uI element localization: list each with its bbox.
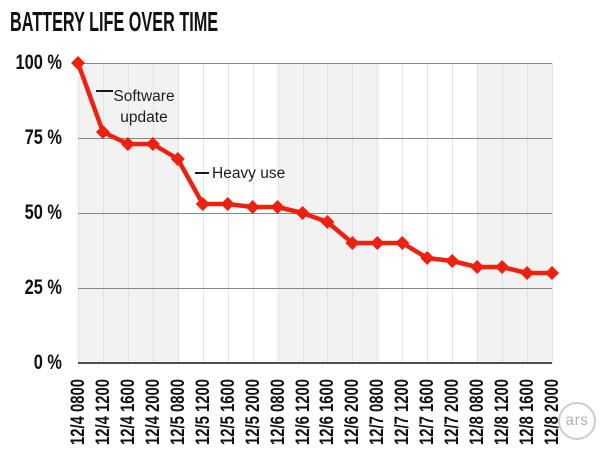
x-tick-label: 12/7 2000 <box>442 379 464 445</box>
x-tick-label: 12/4 1600 <box>117 379 139 445</box>
data-point-marker <box>220 197 235 211</box>
data-point-marker <box>71 56 85 70</box>
data-point-marker <box>545 266 559 280</box>
horizontal-gridline <box>78 63 552 64</box>
horizontal-gridline <box>78 138 552 139</box>
x-tick-label: 12/7 0800 <box>367 379 389 445</box>
x-tick-label: 12/4 2000 <box>142 379 164 445</box>
data-point-marker <box>270 200 285 214</box>
y-tick-label: 100 % <box>15 51 63 74</box>
horizontal-gridline <box>78 288 552 289</box>
x-axis-line <box>78 362 552 364</box>
annotation-line: update <box>120 109 168 126</box>
x-tick-label: 12/4 1200 <box>92 379 114 445</box>
horizontal-gridline <box>78 213 552 214</box>
data-point-marker <box>320 215 335 229</box>
data-point-marker <box>120 137 135 151</box>
ars-technica-logo: ars <box>558 402 596 440</box>
data-point-marker <box>420 251 435 265</box>
data-point-marker <box>445 254 460 268</box>
data-point-marker <box>245 200 260 214</box>
x-tick-label: 12/8 1200 <box>492 379 514 445</box>
x-tick-label: 12/6 1600 <box>317 379 339 445</box>
y-tick-label: 50 % <box>24 201 63 224</box>
x-tick-label: 12/5 2000 <box>242 379 264 445</box>
y-tick-label: 0 % <box>33 351 62 374</box>
annotation-software-update: Software update <box>108 86 180 128</box>
x-tick-label: 12/7 1200 <box>392 379 414 445</box>
vertical-gridline <box>552 63 553 363</box>
x-tick-label: 12/4 0800 <box>68 379 89 445</box>
data-point-marker <box>295 206 310 220</box>
x-tick-label: 12/6 0800 <box>267 379 289 445</box>
x-tick-label: 12/8 1600 <box>517 379 539 445</box>
data-point-marker <box>345 236 360 250</box>
data-point-marker <box>195 197 210 211</box>
x-tick-label: 12/5 1200 <box>192 379 214 445</box>
data-point-marker <box>495 260 510 274</box>
annotation-heavy-use: Heavy use <box>212 165 286 182</box>
software-update-pointer-line <box>96 90 113 92</box>
data-point-marker <box>370 236 385 250</box>
y-tick-label: 75 % <box>24 126 63 149</box>
x-tick-label: 12/7 1600 <box>417 379 439 445</box>
heavy-use-pointer-line <box>195 172 209 174</box>
plot-area <box>71 56 559 364</box>
x-tick-label: 12/5 1600 <box>217 379 239 445</box>
data-point-marker <box>395 236 410 250</box>
ars-logo-text: ars <box>565 412 589 429</box>
y-tick-label: 25 % <box>24 276 63 299</box>
data-point-marker <box>145 137 160 151</box>
x-tick-label: 12/8 0800 <box>467 379 489 445</box>
annotation-line: Software <box>113 88 175 105</box>
chart-title: BATTERY LIFE OVER TIME <box>10 6 219 37</box>
x-tick-label: 12/6 1200 <box>292 379 314 445</box>
battery-life-series <box>71 56 559 280</box>
x-tick-label: 12/6 2000 <box>342 379 364 445</box>
data-point-marker <box>470 260 485 274</box>
data-point-marker <box>170 152 185 166</box>
data-point-marker <box>520 266 535 280</box>
data-point-marker <box>95 125 110 139</box>
x-tick-label: 12/5 0800 <box>167 379 189 445</box>
